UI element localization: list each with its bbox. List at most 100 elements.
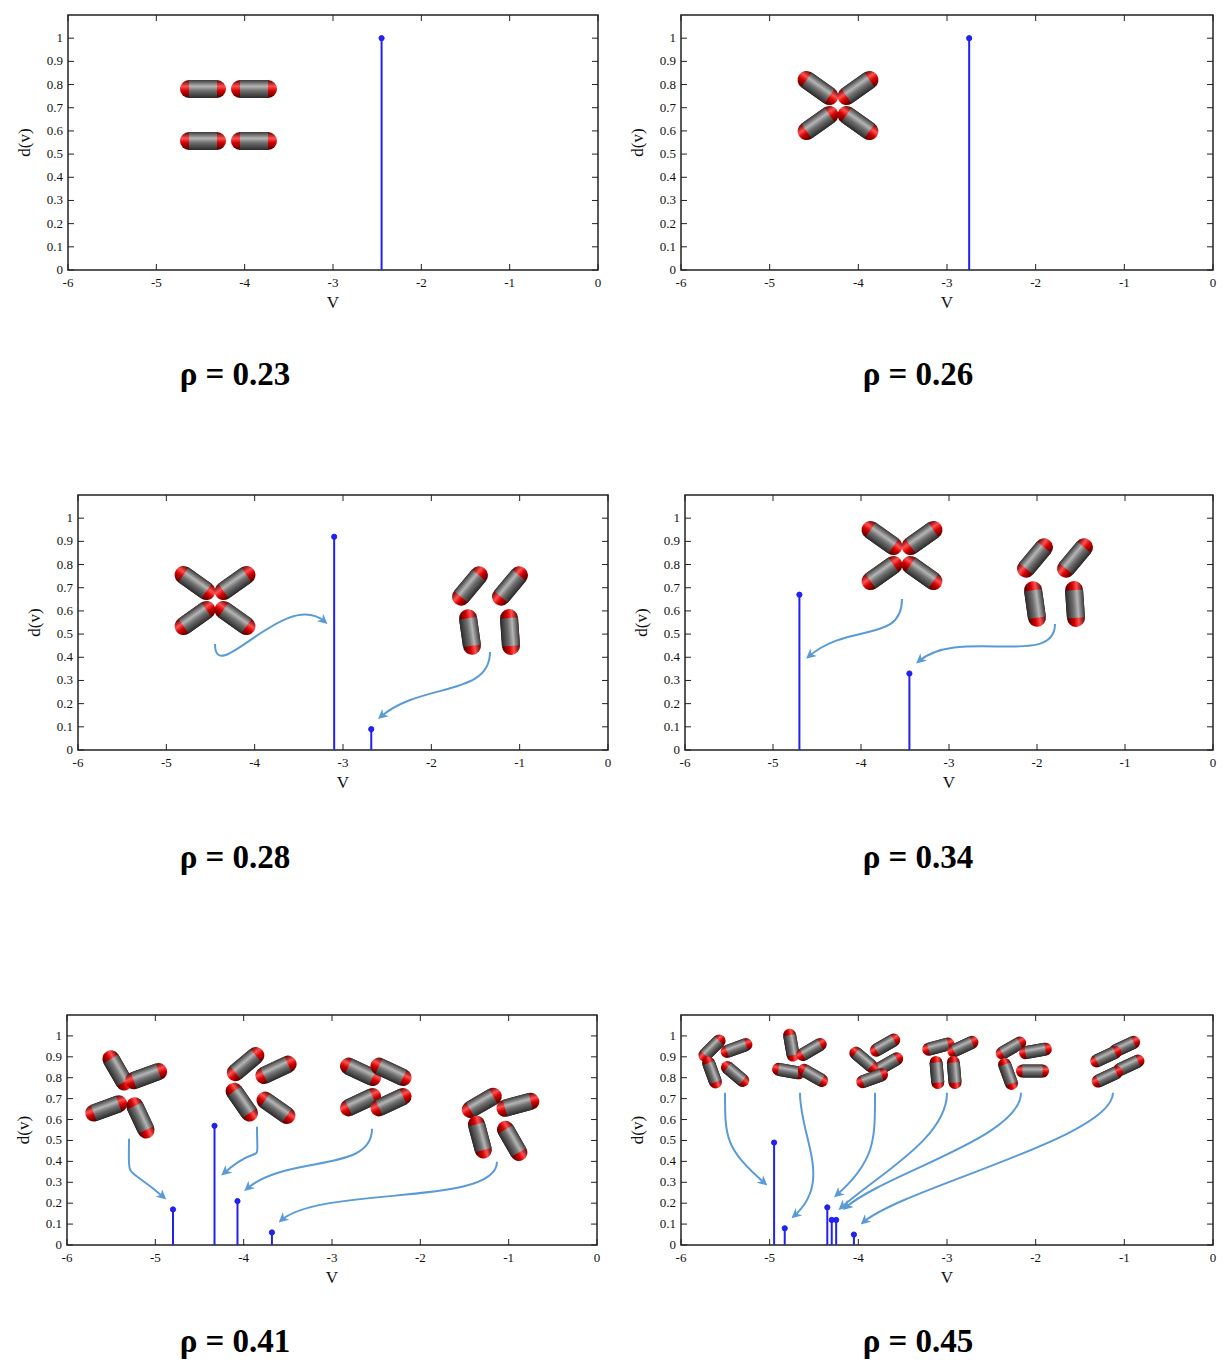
rod-cap [211, 562, 259, 603]
rod-cap [794, 102, 842, 143]
x-tick [608, 744, 609, 750]
y-tick [685, 703, 691, 704]
y-tick-label: 0.2 [47, 216, 63, 231]
y-tick-label: 0.4 [660, 169, 677, 184]
stem-marker [772, 1140, 777, 1145]
rod-cap [211, 597, 259, 638]
x-tick [68, 15, 69, 21]
x-tick-label: -4 [239, 275, 250, 290]
y-tick [68, 270, 74, 271]
y-tick [685, 634, 691, 635]
rod-body [1095, 1067, 1119, 1087]
y-tick [1207, 1245, 1213, 1246]
panel: 00.10.20.30.40.50.60.70.80.91-6-5-4-3-2-… [14, 1015, 600, 1359]
rod-cluster [921, 1034, 981, 1090]
rod-cluster [696, 1032, 755, 1091]
arrow [224, 1127, 258, 1174]
rod [494, 1118, 531, 1164]
y-tick [67, 1203, 73, 1204]
y-tick [681, 1224, 687, 1225]
rod-cap [368, 1055, 415, 1089]
y-tick [681, 1140, 687, 1141]
arrow [841, 1093, 947, 1208]
x-tick [1213, 744, 1214, 750]
stem [172, 1209, 174, 1245]
y-tick [681, 1161, 687, 1162]
rod-cap [794, 67, 842, 108]
x-tick [947, 1015, 948, 1021]
rod [222, 1079, 261, 1125]
x-tick [332, 1239, 333, 1245]
stem-marker [379, 36, 384, 41]
x-tick-label: 0 [1210, 1250, 1217, 1265]
rod-body [801, 1065, 825, 1086]
y-tick [602, 657, 608, 658]
x-tick-label: -3 [942, 275, 953, 290]
y-tick [681, 1119, 687, 1120]
y-tick [602, 634, 608, 635]
x-tick-label: -1 [504, 275, 515, 290]
rod-body [801, 73, 834, 104]
arrow [246, 1129, 372, 1189]
stem-marker [851, 1232, 856, 1237]
rod [794, 1036, 829, 1064]
y-tick [1207, 1203, 1213, 1204]
illustrations [171, 562, 532, 717]
y-tick-label: 0.1 [47, 239, 63, 254]
panel-caption: ρ = 0.23 [180, 356, 291, 392]
rod [898, 552, 946, 593]
rod-body [375, 1089, 406, 1116]
rod [171, 562, 219, 603]
rod-cap [368, 1085, 415, 1119]
y-tick [591, 1077, 597, 1078]
y-tick [591, 1161, 597, 1162]
y-tick [1207, 246, 1213, 247]
y-tick-label: 0.6 [47, 123, 64, 138]
y-tick [1207, 270, 1213, 271]
y-tick [68, 223, 74, 224]
rod-cluster [459, 1085, 542, 1165]
x-tick-label: -5 [150, 1250, 161, 1265]
rod-cluster [337, 1055, 414, 1119]
y-tick [591, 1140, 597, 1141]
rod-body [466, 1089, 498, 1117]
y-tick [592, 130, 598, 131]
y-tick-label: 0.9 [57, 533, 73, 548]
rod-body [218, 603, 251, 634]
stem [333, 537, 335, 750]
y-tick [68, 246, 74, 247]
y-tick-label: 0.6 [664, 603, 681, 618]
x-tick [254, 744, 255, 750]
panel: 00.10.20.30.40.50.60.70.80.91-6-5-4-3-2-… [632, 495, 1216, 875]
rod [211, 562, 259, 603]
arrow [380, 652, 490, 717]
x-tick [1035, 1015, 1036, 1021]
y-tick [68, 200, 74, 201]
x-tick-label: 0 [1210, 275, 1217, 290]
y-tick [67, 1077, 73, 1078]
y-tick-label: 0.4 [57, 649, 74, 664]
y-tick [592, 200, 598, 201]
rod-cap [180, 80, 226, 98]
x-tick [597, 1239, 598, 1245]
y-tick [685, 541, 691, 542]
y-tick-label: 0.7 [660, 100, 677, 115]
rod-cap [180, 132, 226, 150]
rod-cap [459, 1085, 505, 1122]
x-tick [431, 495, 432, 501]
y-tick [681, 270, 687, 271]
y-tick-label: 1 [56, 1028, 63, 1043]
x-tick [861, 495, 862, 501]
y-tick [78, 518, 84, 519]
rod-body [1059, 541, 1091, 574]
x-tick [420, 1015, 421, 1021]
y-tick [681, 1035, 687, 1036]
x-tick-label: -3 [328, 275, 339, 290]
x-tick-label: -2 [416, 275, 427, 290]
y-tick-label: 0.6 [660, 1112, 677, 1127]
x-tick [773, 495, 774, 501]
rod-cap [1018, 1042, 1053, 1061]
rod-body [178, 568, 211, 599]
rod [945, 1034, 980, 1060]
x-axis-title: V [327, 293, 340, 312]
